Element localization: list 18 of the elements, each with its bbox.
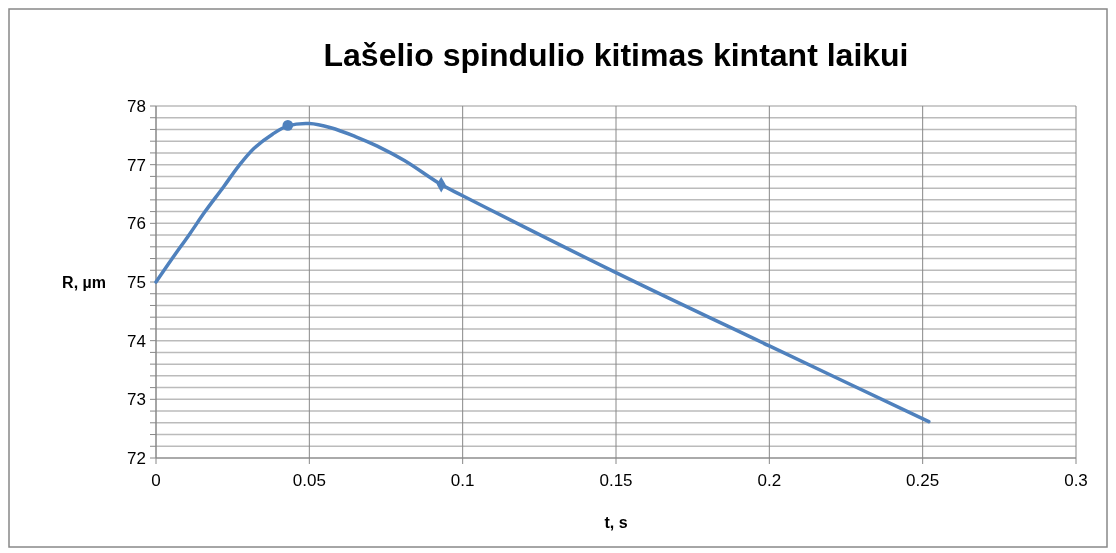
- x-axis-title: t, s: [604, 514, 628, 531]
- x-tick-label: 0.2: [757, 471, 782, 490]
- x-tick-label: 0.3: [1064, 471, 1088, 490]
- y-tick-label: 73: [127, 390, 146, 410]
- y-tick-label: 78: [127, 96, 146, 116]
- x-tick-label: 0.05: [292, 471, 326, 490]
- y-tick-label: 74: [127, 331, 146, 351]
- y-tick-label: 75: [127, 272, 146, 292]
- x-tick-label: 0.1: [450, 471, 475, 490]
- y-axis-title: R, µm: [62, 273, 106, 291]
- chart-title: Lašelio spindulio kitimas kintant laikui: [323, 37, 909, 73]
- y-tick-label: 72: [127, 448, 146, 468]
- y-tick-label: 77: [127, 155, 146, 175]
- line-series: [154, 121, 931, 424]
- x-tick-label: 0: [151, 471, 161, 490]
- x-tick-label: 0.15: [599, 471, 633, 490]
- y-tick-label: 76: [127, 214, 146, 234]
- x-tick-label: 0.25: [906, 471, 940, 490]
